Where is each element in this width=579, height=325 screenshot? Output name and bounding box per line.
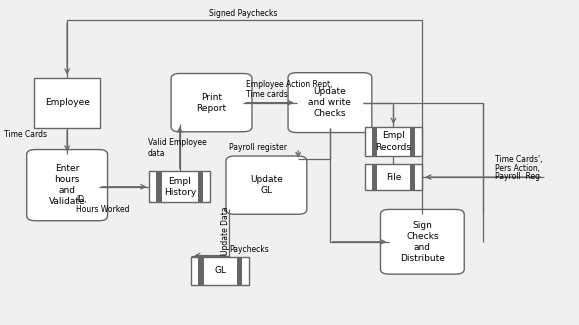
Text: Update Data: Update Data xyxy=(221,206,230,255)
Text: Signed Paychecks: Signed Paychecks xyxy=(209,9,277,18)
Bar xyxy=(237,257,242,285)
Bar xyxy=(372,164,377,190)
Text: Time Cards',: Time Cards', xyxy=(494,155,542,164)
Text: Valid Employee
data: Valid Employee data xyxy=(148,138,207,158)
Text: Pers Action,: Pers Action, xyxy=(494,163,540,173)
Text: Employee Action Rept,: Employee Action Rept, xyxy=(246,80,333,89)
Bar xyxy=(365,164,422,190)
Text: Payroll  Reg: Payroll Reg xyxy=(494,172,540,181)
Bar xyxy=(410,164,415,190)
Bar xyxy=(410,127,415,156)
Bar xyxy=(156,171,162,202)
Text: Empl
Records: Empl Records xyxy=(375,131,412,151)
Text: Update
and write
Checks: Update and write Checks xyxy=(309,87,351,118)
FancyBboxPatch shape xyxy=(171,73,252,132)
Bar xyxy=(149,171,210,202)
Text: Print
Report: Print Report xyxy=(196,93,226,113)
Text: Time Cards: Time Cards xyxy=(3,131,46,139)
Text: File: File xyxy=(386,173,401,182)
Text: GL: GL xyxy=(214,266,226,275)
Bar xyxy=(191,257,249,285)
Bar xyxy=(372,127,377,156)
Bar xyxy=(197,171,203,202)
Text: Payroll register: Payroll register xyxy=(229,143,287,152)
Text: Time cards: Time cards xyxy=(246,90,288,99)
Text: Sign
Checks
and
Distribute: Sign Checks and Distribute xyxy=(400,221,445,263)
Text: ID,
Hours Worked: ID, Hours Worked xyxy=(76,195,129,214)
FancyBboxPatch shape xyxy=(288,73,372,133)
FancyBboxPatch shape xyxy=(27,150,108,221)
Text: Enter
hours
and
Validate: Enter hours and Validate xyxy=(49,164,86,206)
FancyBboxPatch shape xyxy=(226,156,307,214)
Text: Update
GL: Update GL xyxy=(250,175,283,195)
Bar xyxy=(365,127,422,156)
FancyBboxPatch shape xyxy=(380,209,464,274)
Text: Empl
History: Empl History xyxy=(164,177,196,197)
Bar xyxy=(198,257,204,285)
Bar xyxy=(34,78,100,128)
Text: Employee: Employee xyxy=(45,98,90,107)
Text: Paychecks: Paychecks xyxy=(229,245,269,254)
